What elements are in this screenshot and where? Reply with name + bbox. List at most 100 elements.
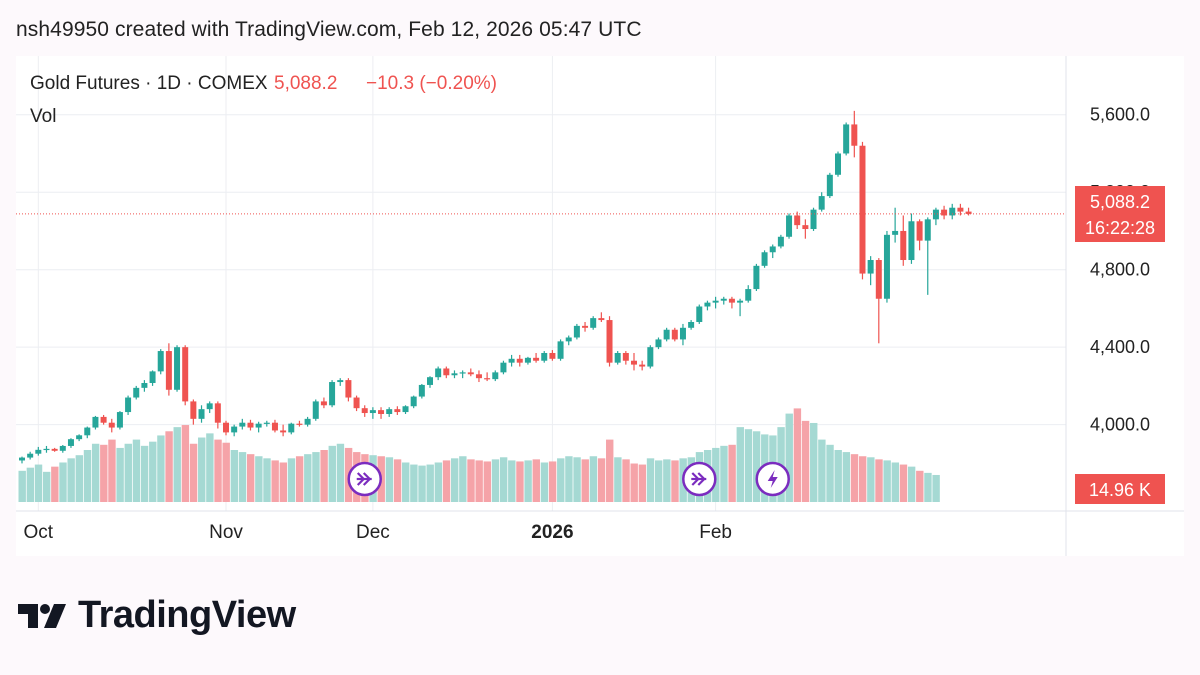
candle-body[interactable] <box>565 337 572 342</box>
candle-body[interactable] <box>182 347 189 402</box>
candlestick-chart[interactable]: 4,000.04,400.04,800.05,200.05,600.0 OctN… <box>16 56 1184 556</box>
candle-body[interactable] <box>843 124 850 154</box>
candle-body[interactable] <box>239 422 246 427</box>
candle-body[interactable] <box>883 234 890 299</box>
candle-body[interactable] <box>932 209 939 220</box>
candle-body[interactable] <box>369 410 376 414</box>
candle-body[interactable] <box>867 260 874 274</box>
candle-body[interactable] <box>598 318 605 321</box>
candle-body[interactable] <box>786 215 793 237</box>
candle-body[interactable] <box>647 347 654 367</box>
candle-body[interactable] <box>508 358 515 363</box>
candle-body[interactable] <box>639 364 646 367</box>
candle-body[interactable] <box>582 325 589 328</box>
candle-body[interactable] <box>753 265 760 290</box>
candle-body[interactable] <box>214 403 221 423</box>
candle-body[interactable] <box>84 427 91 436</box>
candle-body[interactable] <box>320 401 327 406</box>
candle-body[interactable] <box>280 430 287 433</box>
candle-body[interactable] <box>133 387 140 398</box>
candle-body[interactable] <box>255 423 262 428</box>
candle-body[interactable] <box>43 448 50 451</box>
candle-body[interactable] <box>410 396 417 407</box>
candle-body[interactable] <box>622 352 629 361</box>
candle-body[interactable] <box>924 219 931 241</box>
candle-body[interactable] <box>500 362 507 373</box>
candle-body[interactable] <box>916 221 923 241</box>
candle-body[interactable] <box>655 339 662 348</box>
candle-body[interactable] <box>557 341 564 359</box>
candle-body[interactable] <box>492 372 499 380</box>
candle-body[interactable] <box>35 449 42 454</box>
candle-body[interactable] <box>737 300 744 303</box>
candle-body[interactable] <box>524 357 531 363</box>
candle-body[interactable] <box>818 196 825 210</box>
candle-body[interactable] <box>908 221 915 261</box>
candle-body[interactable] <box>386 409 393 414</box>
candle-body[interactable] <box>941 209 948 216</box>
candle-body[interactable] <box>100 416 107 423</box>
candle-body[interactable] <box>728 298 735 303</box>
candle-body[interactable] <box>467 372 474 375</box>
candle-body[interactable] <box>949 207 956 216</box>
candle-body[interactable] <box>573 325 580 338</box>
candle-body[interactable] <box>394 409 401 413</box>
candle-body[interactable] <box>614 352 621 363</box>
candle-body[interactable] <box>418 384 425 397</box>
candle-body[interactable] <box>859 145 866 274</box>
candle-body[interactable] <box>59 445 66 451</box>
candle-body[interactable] <box>345 380 352 398</box>
candle-body[interactable] <box>76 435 83 440</box>
candle-body[interactable] <box>125 397 132 413</box>
candle-body[interactable] <box>247 422 254 428</box>
candle-body[interactable] <box>451 373 458 376</box>
candle-body[interactable] <box>206 403 213 410</box>
candle-body[interactable] <box>712 300 719 303</box>
candle-body[interactable] <box>794 215 801 226</box>
dividend-marker[interactable] <box>755 461 790 497</box>
candle-body[interactable] <box>92 416 99 428</box>
legend-vol-label[interactable]: Vol <box>30 106 56 127</box>
candle-body[interactable] <box>769 246 776 253</box>
candle-body[interactable] <box>263 422 270 424</box>
candle-body[interactable] <box>149 371 156 384</box>
candle-body[interactable] <box>475 374 482 379</box>
candle-body[interactable] <box>696 306 703 322</box>
candle-body[interactable] <box>427 377 433 385</box>
candle-body[interactable] <box>761 252 768 266</box>
tradingview-brand[interactable]: TradingView <box>18 594 296 637</box>
candle-body[interactable] <box>516 358 523 363</box>
candle-body[interactable] <box>900 230 907 261</box>
candle-body[interactable] <box>688 321 695 328</box>
candle-body[interactable] <box>435 368 442 378</box>
candle-body[interactable] <box>337 380 344 383</box>
rollover-marker[interactable] <box>682 461 717 497</box>
candle-body[interactable] <box>484 378 491 380</box>
candle-body[interactable] <box>826 174 833 197</box>
candle-body[interactable] <box>679 327 686 340</box>
candle-body[interactable] <box>704 302 711 307</box>
candle-body[interactable] <box>606 320 613 363</box>
candle-body[interactable] <box>549 352 556 359</box>
candle-body[interactable] <box>353 397 360 409</box>
candle-body[interactable] <box>802 225 809 230</box>
candle-body[interactable] <box>223 422 229 433</box>
chart-panel[interactable]: 4,000.04,400.04,800.05,200.05,600.0 OctN… <box>16 56 1184 556</box>
rollover-marker[interactable] <box>347 461 382 497</box>
candle-body[interactable] <box>271 422 278 431</box>
candle-body[interactable] <box>590 318 597 328</box>
candle-body[interactable] <box>663 329 670 340</box>
candle-body[interactable] <box>312 401 319 419</box>
candle-body[interactable] <box>892 230 899 235</box>
candle-body[interactable] <box>288 423 295 433</box>
candle-body[interactable] <box>851 124 858 146</box>
candle-body[interactable] <box>745 289 752 301</box>
candle-body[interactable] <box>304 418 311 425</box>
candle-body[interactable] <box>108 422 115 428</box>
candle-body[interactable] <box>541 352 548 361</box>
candle-body[interactable] <box>27 453 34 458</box>
candle-body[interactable] <box>190 401 197 419</box>
candle-body[interactable] <box>165 351 172 390</box>
candle-body[interactable] <box>402 406 409 413</box>
candle-body[interactable] <box>810 209 817 230</box>
